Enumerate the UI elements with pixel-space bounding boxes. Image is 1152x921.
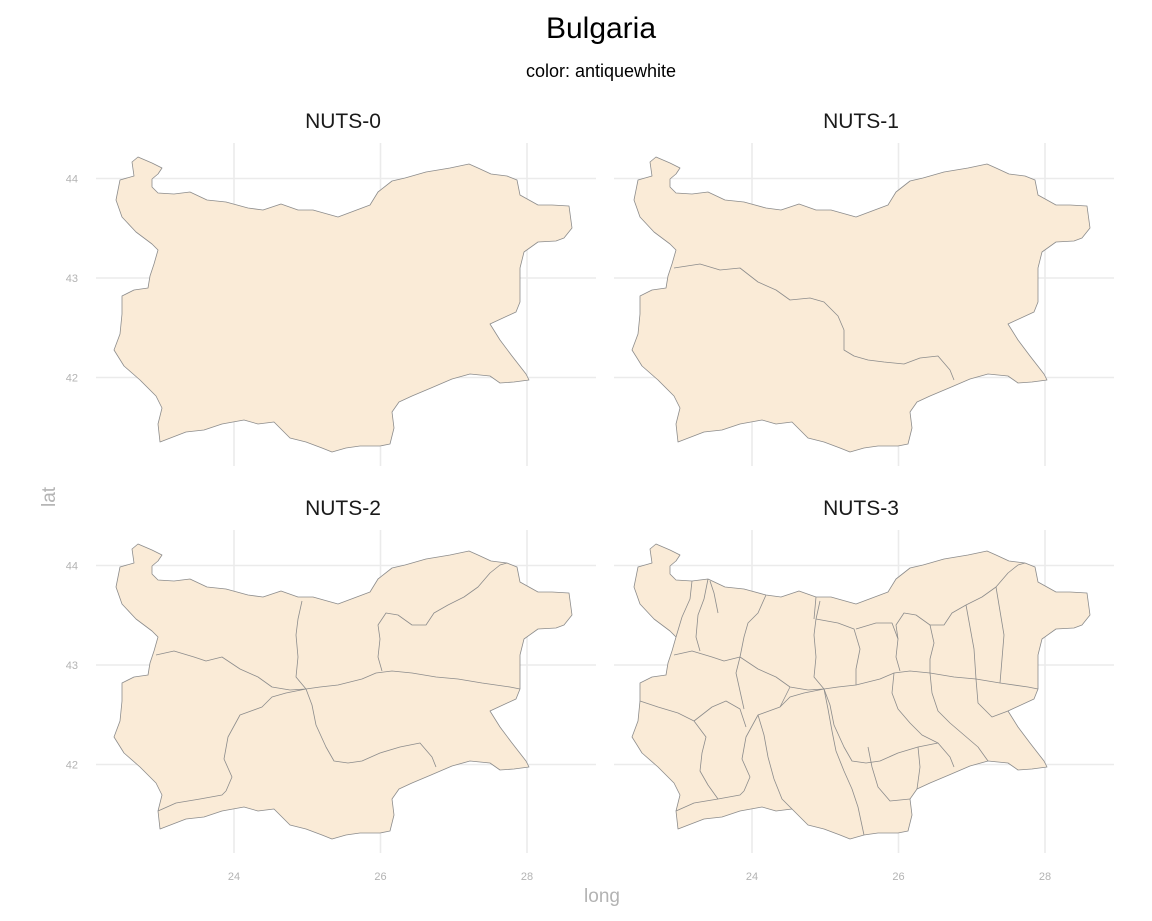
region-border bbox=[823, 670, 1039, 690]
region-border bbox=[891, 672, 939, 744]
region-border bbox=[675, 580, 693, 638]
map-nuts-0 bbox=[113, 156, 573, 453]
map-nuts-3 bbox=[631, 543, 1091, 840]
region-border bbox=[735, 656, 745, 710]
region-border bbox=[709, 580, 719, 614]
region-border bbox=[155, 650, 307, 691]
region-border bbox=[823, 688, 865, 836]
region-border bbox=[295, 600, 307, 690]
map-nuts-1 bbox=[631, 156, 1091, 453]
country-shape bbox=[113, 156, 573, 453]
y-tick-label: 43 bbox=[66, 273, 78, 285]
facet-nuts-0: NUTS-0 42 43 44 bbox=[66, 110, 596, 466]
region-border bbox=[975, 678, 1009, 718]
chart-subtitle: color: antiquewhite bbox=[526, 61, 676, 81]
region-border bbox=[305, 670, 521, 690]
facet-strip-label: NUTS-3 bbox=[823, 497, 899, 520]
y-tick-label: 43 bbox=[66, 660, 78, 672]
region-border bbox=[157, 790, 227, 812]
facet-nuts-1: NUTS-1 bbox=[614, 110, 1114, 466]
country-shape bbox=[631, 156, 1091, 453]
region-border bbox=[855, 622, 899, 640]
region-border bbox=[813, 596, 817, 620]
region-border bbox=[693, 700, 747, 728]
region-border bbox=[823, 688, 955, 768]
region-border bbox=[929, 672, 989, 762]
region-border bbox=[673, 263, 955, 381]
chart-title: Bulgaria bbox=[546, 12, 656, 45]
y-tick-label: 44 bbox=[66, 174, 78, 186]
y-axis-label: lat bbox=[39, 486, 60, 507]
region-border bbox=[995, 586, 1005, 684]
region-border bbox=[223, 688, 307, 792]
y-tick-label: 42 bbox=[66, 373, 78, 385]
facet-strip-label: NUTS-1 bbox=[823, 110, 899, 133]
y-tick-label: 44 bbox=[66, 561, 78, 573]
x-tick-label: 26 bbox=[374, 871, 386, 883]
x-axis-label: long bbox=[584, 886, 620, 907]
region-border bbox=[757, 714, 793, 810]
x-tick-label: 28 bbox=[521, 871, 533, 883]
facet-strip-label: NUTS-2 bbox=[305, 497, 381, 520]
x-tick-label: 26 bbox=[892, 871, 904, 883]
map-nuts-2 bbox=[113, 543, 573, 840]
region-border bbox=[867, 746, 911, 802]
region-border bbox=[377, 562, 508, 672]
region-border bbox=[779, 686, 791, 708]
x-tick-label: 24 bbox=[746, 871, 758, 883]
x-tick-label: 28 bbox=[1039, 871, 1051, 883]
region-border bbox=[739, 594, 767, 658]
country-shape bbox=[113, 543, 573, 840]
region-border bbox=[895, 562, 1026, 672]
region-border bbox=[305, 688, 437, 768]
region-border bbox=[815, 618, 861, 685]
region-border bbox=[673, 650, 825, 691]
region-border bbox=[965, 604, 977, 680]
region-border bbox=[813, 600, 825, 690]
y-tick-label: 42 bbox=[66, 760, 78, 772]
facet-nuts-2: NUTS-2 42 43 44 24 26 28 bbox=[66, 497, 596, 883]
region-border bbox=[639, 700, 719, 800]
region-border bbox=[916, 746, 921, 790]
country-shape bbox=[631, 543, 1091, 840]
region-border bbox=[929, 624, 935, 673]
facet-strip-label: NUTS-0 bbox=[305, 110, 381, 133]
region-border bbox=[695, 578, 709, 652]
x-tick-label: 24 bbox=[228, 871, 240, 883]
facet-nuts-3: NUTS-3 24 26 28 bbox=[614, 497, 1114, 883]
